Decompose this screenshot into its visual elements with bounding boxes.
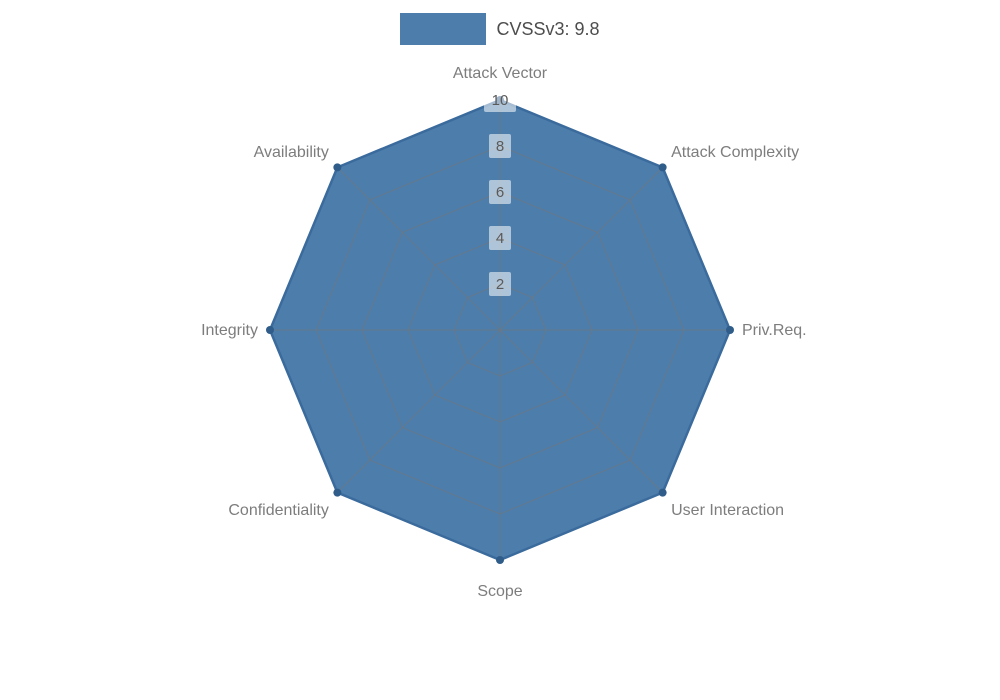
radial-tick-box [489, 226, 511, 250]
axis-label-confidentiality: Confidentiality [228, 502, 329, 519]
radial-tick-label-2: 2 [496, 276, 504, 293]
axis-label-user-interaction: User Interaction [671, 502, 784, 519]
grid-spoke [337, 329, 501, 493]
radial-tick-label-10: 10 [492, 92, 509, 109]
grid-spoke [499, 167, 663, 331]
axis-label-integrity: Integrity [201, 322, 258, 339]
axis-label-scope: Scope [477, 583, 522, 600]
radial-tick-label-8: 8 [496, 138, 504, 155]
radial-tick-box [489, 272, 511, 296]
grid-spoke [499, 329, 663, 493]
data-point-scope [496, 556, 504, 564]
radial-tick-box [484, 88, 516, 112]
data-point-priv-req [726, 326, 734, 334]
grid-spoke [337, 167, 501, 331]
data-point-confidentiality [333, 488, 342, 497]
data-point-user-interaction [658, 488, 667, 497]
radial-tick-box [489, 180, 511, 204]
radial-tick-label-4: 4 [496, 230, 504, 247]
axis-label-attack-complexity: Attack Complexity [671, 144, 799, 161]
radial-tick-label-6: 6 [496, 184, 504, 201]
data-point-availability [333, 163, 342, 172]
radial-tick-box [489, 134, 511, 158]
data-point-integrity [266, 326, 274, 334]
axis-label-availability: Availability [254, 144, 329, 161]
axis-label-attack-vector: Attack Vector [453, 65, 548, 82]
axis-label-priv-req: Priv.Req. [742, 322, 807, 339]
data-point-attack-complexity [658, 163, 667, 172]
